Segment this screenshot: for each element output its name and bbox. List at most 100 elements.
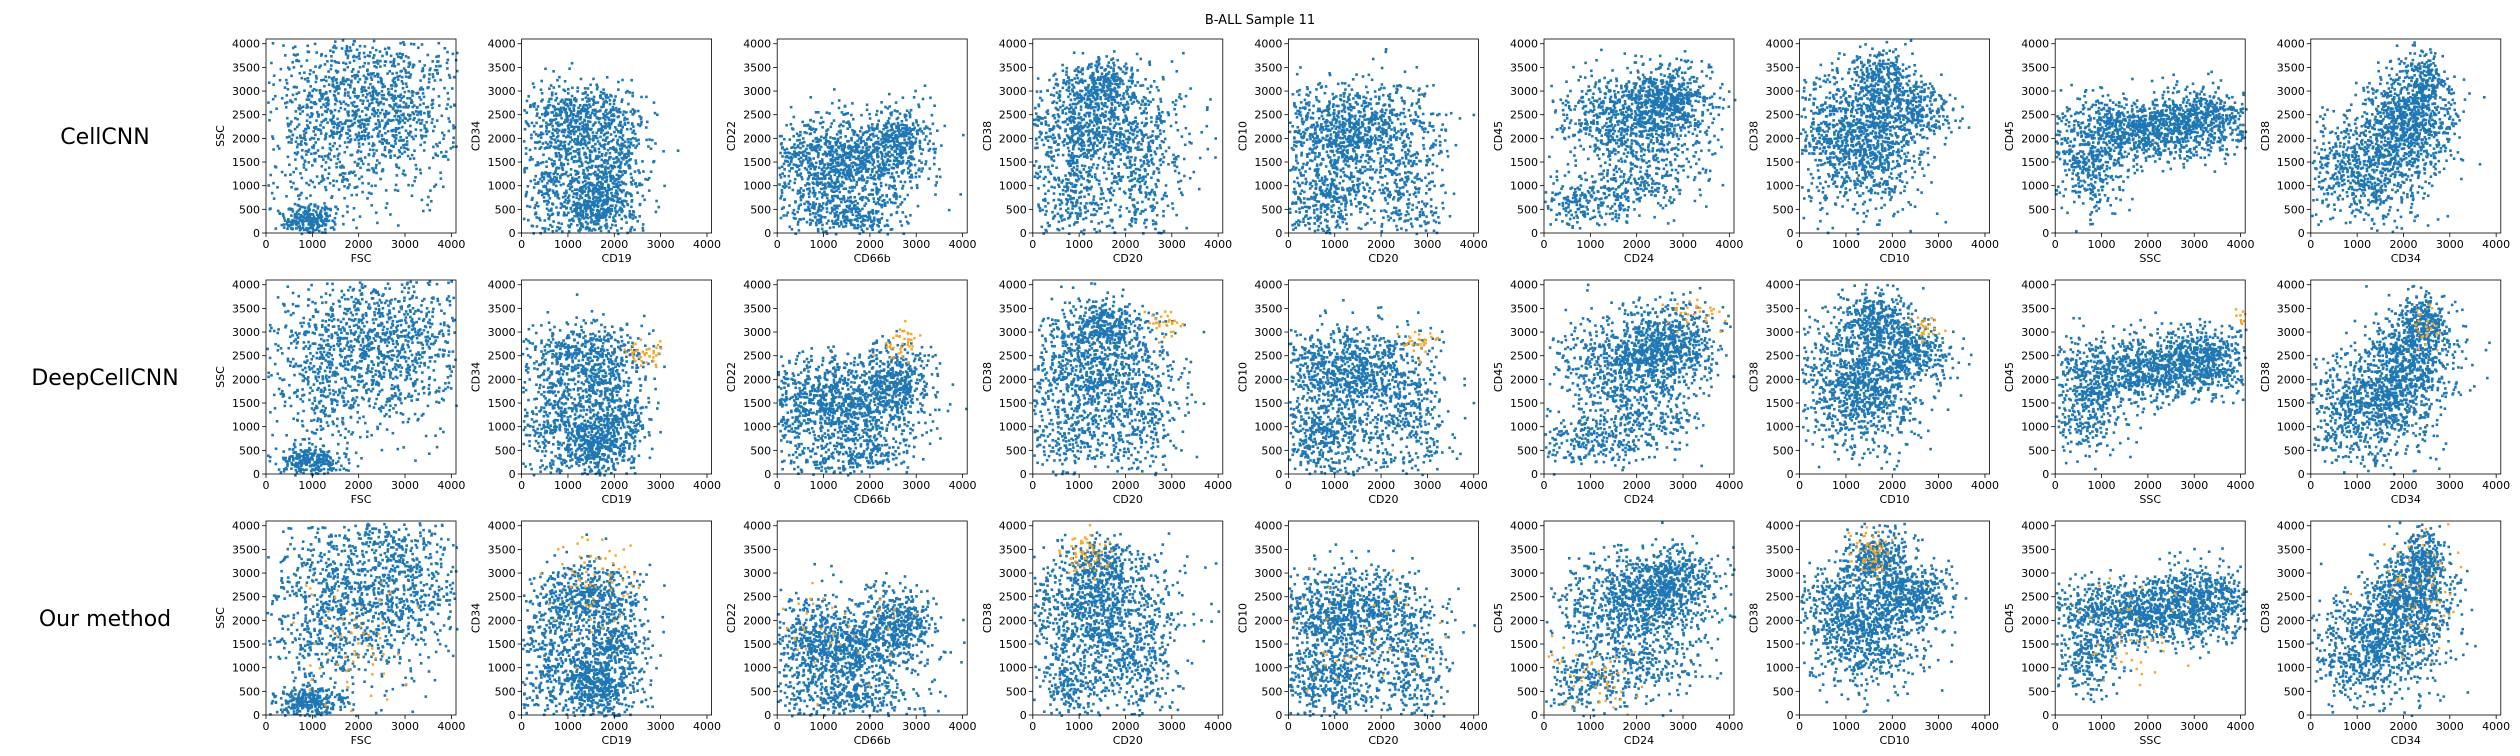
data-point [613,219,616,222]
data-point [918,159,921,162]
data-point [390,88,393,91]
data-point [822,153,825,156]
data-point [419,104,422,107]
data-point [839,168,842,171]
data-point [902,185,905,188]
data-point [910,133,913,136]
data-point [288,224,291,227]
data-point [432,73,435,76]
data-point [283,217,286,220]
data-point [306,104,309,107]
data-point [888,93,891,96]
data-point [403,67,406,70]
data-point [378,124,381,127]
data-point [831,186,834,189]
data-point [526,191,529,194]
data-point [805,148,808,151]
data-point [309,69,312,72]
data-point [351,70,354,73]
data-point [448,130,451,133]
data-point [325,55,328,58]
data-point [848,166,851,169]
data-point [625,111,628,114]
data-point [544,227,547,230]
data-point [632,214,635,217]
data-point [329,135,332,138]
data-point [829,136,832,139]
data-point [379,60,382,63]
data-point [310,225,313,228]
data-point [865,202,868,205]
data-point [780,217,783,220]
data-point [781,166,784,169]
data-point [784,198,787,201]
data-point [403,95,406,98]
data-point [396,75,399,78]
data-point [827,153,830,156]
data-point [812,177,815,180]
data-point [539,190,542,193]
data-point [781,207,784,210]
data-point [817,139,820,142]
data-point [537,163,540,166]
data-point [271,192,274,195]
data-point [895,138,898,141]
data-point [868,160,871,163]
data-point [905,124,908,127]
data-point [932,123,935,126]
data-point [555,141,558,144]
data-point [394,85,397,88]
y-tick-label: 1500 [743,156,771,169]
data-point [359,126,362,129]
data-point [601,145,604,148]
data-point [431,60,434,63]
data-point [629,213,632,216]
data-point [610,108,613,111]
y-tick-label: 500 [239,203,260,216]
data-point [881,142,884,145]
data-point [363,52,366,55]
y-tick-label: 2500 [232,109,260,122]
data-point [357,71,360,74]
data-point [285,195,288,198]
data-point [604,154,607,157]
data-point [839,142,842,145]
data-point [939,176,942,179]
data-point [379,77,382,80]
data-point [870,152,873,155]
data-point [861,168,864,171]
data-point [531,198,534,201]
data-point [352,104,355,107]
data-point [820,136,823,139]
data-point [799,147,802,150]
data-point [402,139,405,142]
data-point [428,111,431,114]
data-point [282,214,285,217]
data-point [347,132,350,135]
data-point [797,223,800,226]
data-point [637,110,640,113]
data-point [909,162,912,165]
data-point [431,121,434,124]
data-point [611,178,614,181]
data-point [927,143,930,146]
data-point [333,155,336,158]
data-point [558,159,561,162]
data-point [938,168,941,171]
data-point [303,137,306,140]
data-point [886,130,889,133]
data-point [315,119,318,122]
data-point [410,131,413,134]
data-point [579,158,582,161]
data-point [633,109,636,112]
data-point [399,117,402,120]
data-point [915,137,918,140]
data-point [548,98,551,101]
data-point [413,113,416,116]
data-point [585,144,588,147]
data-point [620,132,623,135]
data-point [900,133,903,136]
data-point [312,147,315,150]
data-point [435,65,438,68]
data-point [895,171,898,174]
